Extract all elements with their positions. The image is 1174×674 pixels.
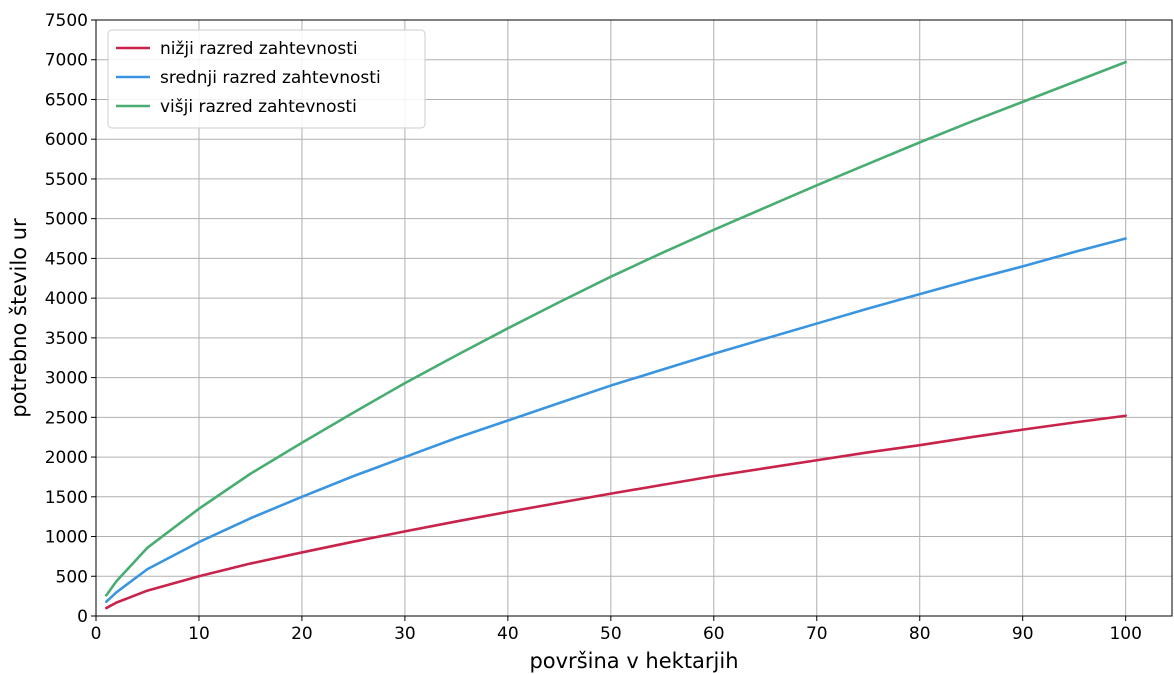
y-tick-label: 5000 bbox=[45, 210, 88, 230]
y-tick-label: 0 bbox=[77, 607, 88, 627]
y-tick-label: 4500 bbox=[45, 249, 88, 269]
x-axis-label: površina v hektarjih bbox=[529, 649, 738, 673]
series-line-3 bbox=[105, 60, 1127, 597]
x-tick-label: 40 bbox=[497, 624, 519, 644]
y-tick-label: 1500 bbox=[45, 488, 88, 508]
y-axis-label: potrebno število ur bbox=[7, 218, 31, 418]
legend-label-1: nižji razred zahtevnosti bbox=[160, 39, 358, 59]
axes-layer bbox=[95, 19, 1173, 617]
y-tick-label: 6500 bbox=[45, 90, 88, 110]
y-tick-label: 1000 bbox=[45, 528, 88, 548]
y-tick-label: 3500 bbox=[45, 329, 88, 349]
x-tick-label: 0 bbox=[91, 624, 102, 644]
legend: nižji razred zahtevnosti srednji razred z… bbox=[107, 29, 426, 129]
y-tick-label: 500 bbox=[56, 567, 88, 587]
y-tick-label: 2000 bbox=[45, 448, 88, 468]
plot-frame bbox=[95, 19, 1173, 617]
y-tick-label: 3000 bbox=[45, 369, 88, 389]
y-tick-label: 5500 bbox=[45, 170, 88, 190]
y-tick-label: 7500 bbox=[45, 11, 88, 31]
x-tick-label: 20 bbox=[291, 624, 313, 644]
series-line-2 bbox=[105, 237, 1127, 604]
x-tick-label: 10 bbox=[188, 624, 210, 644]
x-tick-label: 50 bbox=[600, 624, 622, 644]
series-line-1 bbox=[105, 414, 1127, 610]
x-tick-label: 100 bbox=[1109, 624, 1141, 644]
legend-box bbox=[107, 29, 426, 129]
x-tick-label: 90 bbox=[1012, 624, 1034, 644]
x-tick-label: 30 bbox=[394, 624, 416, 644]
legend-label-2: srednji razred zahtevnosti bbox=[160, 68, 381, 88]
legend-label-3: višji razred zahtevnosti bbox=[160, 97, 357, 117]
series-layer bbox=[105, 60, 1127, 610]
y-tick-label: 6000 bbox=[45, 130, 88, 150]
y-tick-label: 7000 bbox=[45, 51, 88, 71]
y-tick-label: 2500 bbox=[45, 408, 88, 428]
x-tick-label: 80 bbox=[909, 624, 931, 644]
x-tick-label: 70 bbox=[806, 624, 828, 644]
x-tick-label: 60 bbox=[703, 624, 725, 644]
y-tick-label: 4000 bbox=[45, 289, 88, 309]
tick-layer: 0 10 20 30 40 50 60 70 80 90 100050010001500200025… bbox=[45, 11, 1142, 644]
